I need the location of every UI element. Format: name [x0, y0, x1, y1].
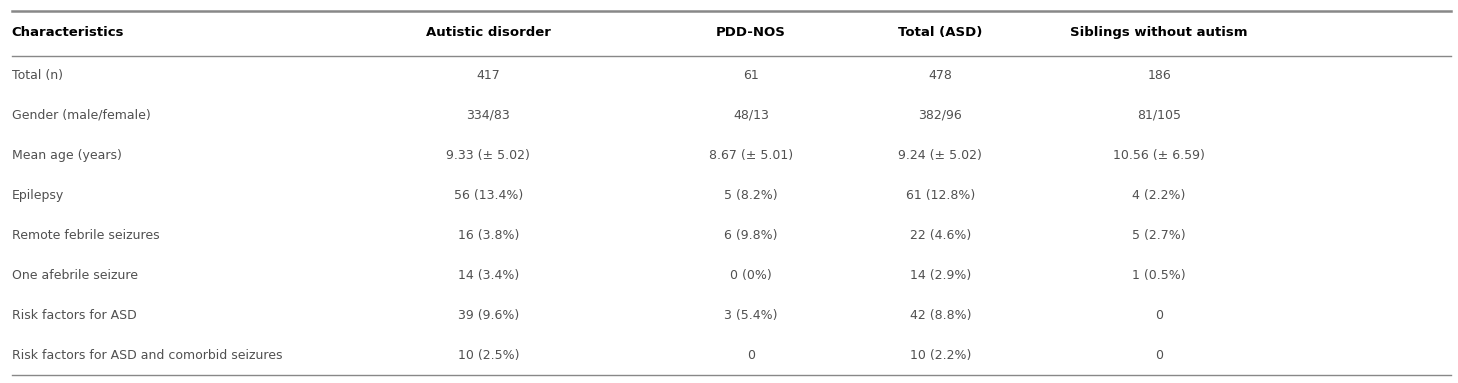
- Text: Gender (male/female): Gender (male/female): [12, 109, 150, 122]
- Text: 1 (0.5%): 1 (0.5%): [1133, 269, 1185, 282]
- Text: 382/96: 382/96: [919, 109, 962, 122]
- Text: Total (ASD): Total (ASD): [898, 26, 983, 39]
- Text: One afebrile seizure: One afebrile seizure: [12, 269, 137, 282]
- Text: 478: 478: [929, 69, 952, 82]
- Text: 56 (13.4%): 56 (13.4%): [453, 189, 523, 202]
- Text: 16 (3.8%): 16 (3.8%): [458, 229, 519, 242]
- Text: 0: 0: [746, 349, 755, 362]
- Text: 334/83: 334/83: [467, 109, 510, 122]
- Text: 8.67 (± 5.01): 8.67 (± 5.01): [709, 149, 793, 162]
- Text: 4 (2.2%): 4 (2.2%): [1133, 189, 1185, 202]
- Text: 81/105: 81/105: [1137, 109, 1181, 122]
- Text: 61 (12.8%): 61 (12.8%): [905, 189, 975, 202]
- Text: 10 (2.5%): 10 (2.5%): [458, 349, 519, 362]
- Text: PDD-NOS: PDD-NOS: [716, 26, 786, 39]
- Text: 14 (3.4%): 14 (3.4%): [458, 269, 519, 282]
- Text: Risk factors for ASD: Risk factors for ASD: [12, 309, 137, 322]
- Text: Total (n): Total (n): [12, 69, 63, 82]
- Text: Remote febrile seizures: Remote febrile seizures: [12, 229, 159, 242]
- Text: 5 (2.7%): 5 (2.7%): [1133, 229, 1185, 242]
- Text: Siblings without autism: Siblings without autism: [1070, 26, 1248, 39]
- Text: 0: 0: [1155, 349, 1163, 362]
- Text: 0 (0%): 0 (0%): [730, 269, 771, 282]
- Text: 417: 417: [477, 69, 500, 82]
- Text: 61: 61: [744, 69, 758, 82]
- Text: 9.33 (± 5.02): 9.33 (± 5.02): [446, 149, 531, 162]
- Text: 10 (2.2%): 10 (2.2%): [910, 349, 971, 362]
- Text: 0: 0: [1155, 309, 1163, 322]
- Text: 39 (9.6%): 39 (9.6%): [458, 309, 519, 322]
- Text: 10.56 (± 6.59): 10.56 (± 6.59): [1112, 149, 1206, 162]
- Text: 9.24 (± 5.02): 9.24 (± 5.02): [898, 149, 983, 162]
- Text: Epilepsy: Epilepsy: [12, 189, 64, 202]
- Text: Characteristics: Characteristics: [12, 26, 124, 39]
- Text: Mean age (years): Mean age (years): [12, 149, 121, 162]
- Text: 5 (8.2%): 5 (8.2%): [725, 189, 777, 202]
- Text: 6 (9.8%): 6 (9.8%): [725, 229, 777, 242]
- Text: Autistic disorder: Autistic disorder: [426, 26, 551, 39]
- Text: 48/13: 48/13: [733, 109, 768, 122]
- Text: 186: 186: [1147, 69, 1171, 82]
- Text: Risk factors for ASD and comorbid seizures: Risk factors for ASD and comorbid seizur…: [12, 349, 283, 362]
- Text: 42 (8.8%): 42 (8.8%): [910, 309, 971, 322]
- Text: 22 (4.6%): 22 (4.6%): [910, 229, 971, 242]
- Text: 14 (2.9%): 14 (2.9%): [910, 269, 971, 282]
- Text: 3 (5.4%): 3 (5.4%): [725, 309, 777, 322]
